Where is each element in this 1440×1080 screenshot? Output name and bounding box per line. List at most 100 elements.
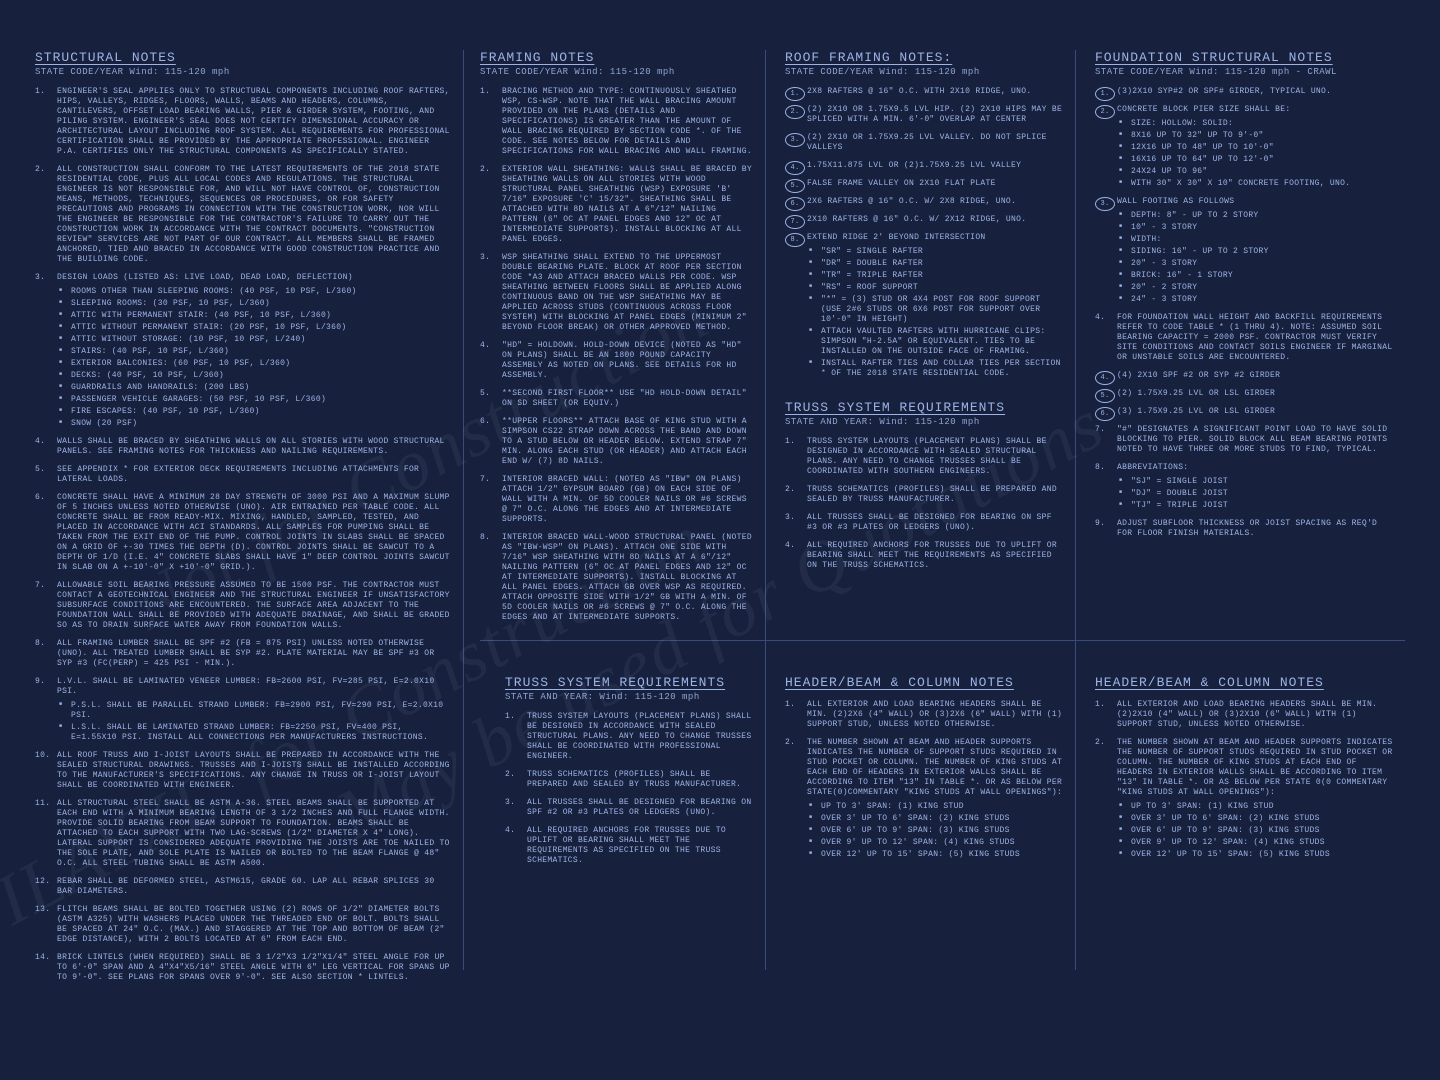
note-item: 1.75x11.875 LVL or (2)1.75x9.25 LVL vall… [785,161,1065,171]
note-item: 2x10 rafters @ 16" O.C. w/ 2x12 ridge, U… [785,215,1065,225]
note-sublist: "SR" = Single rafter"DR" = Double rafter… [807,247,1065,379]
roof-notes-title: ROOF FRAMING NOTES: [785,50,1065,65]
roof-notes-subtitle: STATE CODE/YEAR Wind: 115-120 mph [785,67,1065,77]
note-subitem: "TR" = Triple rafter [807,271,1065,281]
note-item: All trusses shall be designed for bearin… [785,513,1065,533]
note-subitem: Sleeping rooms: (30 psf, 10 psf, L/360) [57,299,450,309]
note-subitem: 20" - 2 story [1117,283,1395,293]
note-subitem: "DR" = Double rafter [807,259,1065,269]
note-item: Bracing method and type: Continuously Sh… [480,87,755,157]
note-item: (3)2x10 SYP#2 or SPF# girder, typical UN… [1095,87,1395,97]
note-item: Abbreviations:"SJ" = single joist"DJ" = … [1095,463,1395,511]
foundation-title: FOUNDATION STRUCTURAL NOTES [1095,50,1395,65]
truss-a-title: TRUSS SYSTEM REQUIREMENTS [785,400,1065,415]
note-item: All construction shall conform to the la… [35,165,450,265]
note-subitem: "*" = (3) stud or 4x4 post for roof supp… [807,295,1065,325]
note-subitem: Up to 3' span: (1) king stud [807,802,1065,812]
note-subitem: Over 6' up to 9' span: (3) king studs [807,826,1065,836]
divider-vertical-1 [463,50,464,970]
header-a-block: HEADER/BEAM & COLUMN NOTES All exterior … [785,675,1065,868]
note-item: For foundation wall height and backfill … [1095,313,1395,363]
note-subitem: Stairs: (40 psf, 10 psf, L/360) [57,347,450,357]
note-item: 2x8 rafters @ 16" O.C. with 2x10 ridge, … [785,87,1065,97]
note-item: L.V.L. shall be laminated veneer lumber:… [35,677,450,743]
note-item: Truss schematics (profiles) shall be pre… [785,485,1065,505]
note-item: Design loads (listed as: live load, dead… [35,273,450,429]
truss-a-list: Truss system layouts (placement plans) s… [785,437,1065,571]
framing-notes-block: FRAMING NOTES STATE CODE/YEAR Wind: 115-… [480,50,755,630]
blueprint-sheet: STRUCTURAL NOTES STATE CODE/YEAR Wind: 1… [35,50,1405,1030]
note-sublist: "SJ" = single joist"DJ" = double joist"T… [1117,477,1395,511]
truss-b-list: Truss system layouts (placement plans) s… [505,712,755,866]
note-subitem: 8x16 up to 32" up to 9'-0" [1117,131,1395,141]
note-item: (3) 1.75x9.25 LVL or LSL girder [1095,407,1395,417]
header-a-list: All exterior and load bearing headers sh… [785,700,1065,860]
structural-notes-title: STRUCTURAL NOTES [35,50,450,65]
header-b-list: All exterior and load bearing headers sh… [1095,700,1395,860]
note-item: Truss system layouts (placement plans) s… [505,712,755,762]
note-subitem: Snow (20 psf) [57,419,450,429]
note-subitem: L.S.L. shall be laminated strand lumber:… [57,723,450,743]
note-item: (2) 1.75x9.25 LVL or LSL girder [1095,389,1395,399]
note-item: The number shown at beam and header supp… [1095,738,1395,860]
note-subitem: Brick: 16" - 1 story [1117,271,1395,281]
note-subitem: Over 9' up to 12' span: (4) king studs [807,838,1065,848]
framing-notes-list: Bracing method and type: Continuously Sh… [480,87,755,623]
structural-notes-list: Engineer's seal applies only to structur… [35,87,450,983]
note-item: Rebar shall be deformed steel, ASTM615, … [35,877,450,897]
note-item: Brick lintels (when required) shall be 3… [35,953,450,983]
note-subitem: Attic without storage: (10 psf, 10 psf, … [57,335,450,345]
note-sublist: Size: Hollow: Solid:8x16 up to 32" up to… [1117,119,1395,189]
divider-vertical-3 [1075,50,1076,970]
note-item: All structural steel shall be ASTM A-36.… [35,799,450,869]
note-item: Wall footing as followsDepth: 8" - up to… [1095,197,1395,305]
note-item: WSP sheathing shall extend to the upperm… [480,253,755,333]
note-subitem: Rooms other than sleeping rooms: (40 psf… [57,287,450,297]
roof-notes-block: ROOF FRAMING NOTES: STATE CODE/YEAR Wind… [785,50,1065,380]
note-item: "#" designates a significant point load … [1095,425,1395,455]
note-subitem: with 30" x 30" x 10" concrete footing, U… [1117,179,1395,189]
note-subitem: Decks: (40 psf, 10 psf, L/360) [57,371,450,381]
note-subitem: 16x16 up to 64" up to 12'-0" [1117,155,1395,165]
note-subitem: Fire escapes: (40 psf, 10 psf, L/360) [57,407,450,417]
note-subitem: Siding: 16" - up to 2 story [1117,247,1395,257]
roof-notes-list: 2x8 rafters @ 16" O.C. with 2x10 ridge, … [785,87,1065,379]
note-subitem: Over 12' up to 15' span: (5) king studs [807,850,1065,860]
note-subitem: Depth: 8" - up to 2 story [1117,211,1395,221]
note-sublist: Rooms other than sleeping rooms: (40 psf… [57,287,450,429]
note-subitem: P.S.L. shall be parallel strand lumber: … [57,701,450,721]
note-item: See Appendix * for exterior deck require… [35,465,450,485]
note-subitem: 20" - 3 story [1117,259,1395,269]
note-item: All required anchors for trusses due to … [785,541,1065,571]
note-item: **Upper floors** Attach base of king stu… [480,417,755,467]
note-item: Walls shall be braced by sheathing walls… [35,437,450,457]
note-item: Truss schematics (profiles) shall be pre… [505,770,755,790]
note-subitem: 24x24 up to 96" [1117,167,1395,177]
note-item: All required anchors for trusses due to … [505,826,755,866]
note-item: Flitch beams shall be bolted together us… [35,905,450,945]
note-subitem: Over 3' up to 6' span: (2) king studs [1117,814,1395,824]
note-item: Allowable soil bearing pressure assumed … [35,581,450,631]
foundation-block: FOUNDATION STRUCTURAL NOTES STATE CODE/Y… [1095,50,1395,630]
note-subitem: "DJ" = double joist [1117,489,1395,499]
header-b-title: HEADER/BEAM & COLUMN NOTES [1095,675,1395,690]
truss-a-block: TRUSS SYSTEM REQUIREMENTS STATE AND YEAR… [785,400,1065,579]
note-sublist: Up to 3' span: (1) king studOver 3' up t… [1117,802,1395,860]
note-item: **Second First Floor** Use "HD hold-down… [480,389,755,409]
divider-vertical-2 [765,50,766,970]
note-subitem: 10" - 3 story [1117,223,1395,233]
note-item: Exterior wall sheathing: walls shall be … [480,165,755,245]
note-item: 2x6 rafters @ 16" O.C. w/ 2x8 ridge, UNO… [785,197,1065,207]
note-subitem: Width: [1117,235,1395,245]
note-subitem: Over 3' up to 6' span: (2) king studs [807,814,1065,824]
note-item: (4) 2x10 SPF #2 or SYP #2 girder [1095,371,1395,381]
note-item: All exterior and load bearing headers sh… [1095,700,1395,730]
note-item: All trusses shall be designed for bearin… [505,798,755,818]
framing-notes-subtitle: STATE CODE/YEAR Wind: 115-120 mph [480,67,755,77]
note-item: All roof truss and I-joist layouts shall… [35,751,450,791]
note-sublist: Up to 3' span: (1) king stud Over 3' up t… [807,802,1065,860]
note-item: Truss system layouts (placement plans) s… [785,437,1065,477]
note-subitem: Guardrails and handrails: (200 lbs) [57,383,450,393]
note-item: Concrete shall have a minimum 28 day str… [35,493,450,573]
note-item: Concrete block pier size shall be:Size: … [1095,105,1395,189]
